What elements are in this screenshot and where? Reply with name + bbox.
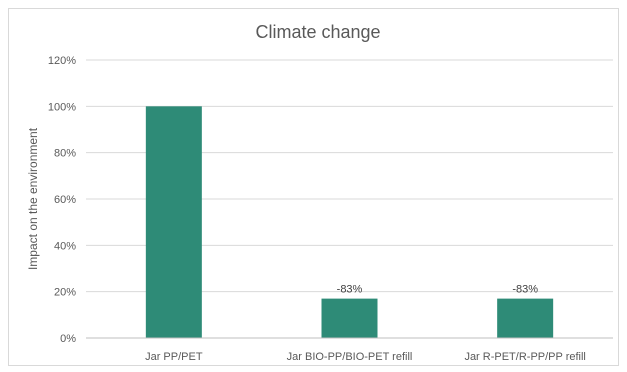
y-tick-label: 100% xyxy=(48,101,76,113)
y-tick-label: 120% xyxy=(48,55,76,67)
y-tick-label: 40% xyxy=(54,240,76,252)
y-tick-label: 80% xyxy=(54,148,76,160)
y-tick-label: 60% xyxy=(54,194,76,206)
x-category-label: Jar PP/PET xyxy=(145,351,203,363)
y-tick-label: 0% xyxy=(60,333,76,345)
x-axis-categories: Jar PP/PET Jar BIO-PP/BIO-PET refill Jar R… xyxy=(145,351,586,363)
y-tick-label: 20% xyxy=(54,287,76,299)
data-label: -83% xyxy=(337,284,363,296)
bar xyxy=(145,106,202,338)
chart-title: Climate change xyxy=(255,22,380,42)
x-category-label: Jar BIO-PP/BIO-PET refill xyxy=(287,351,413,363)
data-labels: -83% -83% xyxy=(337,284,539,296)
bar xyxy=(321,298,378,338)
y-axis-ticks: 0% 20% 40% 60% 80% 100% 120% xyxy=(48,55,76,345)
bars xyxy=(145,106,554,338)
bar xyxy=(497,298,554,338)
y-axis-title: Impact on the environment xyxy=(26,127,40,270)
x-category-label: Jar R-PET/R-PP/PP refill xyxy=(464,351,585,363)
data-label: -83% xyxy=(512,284,538,296)
